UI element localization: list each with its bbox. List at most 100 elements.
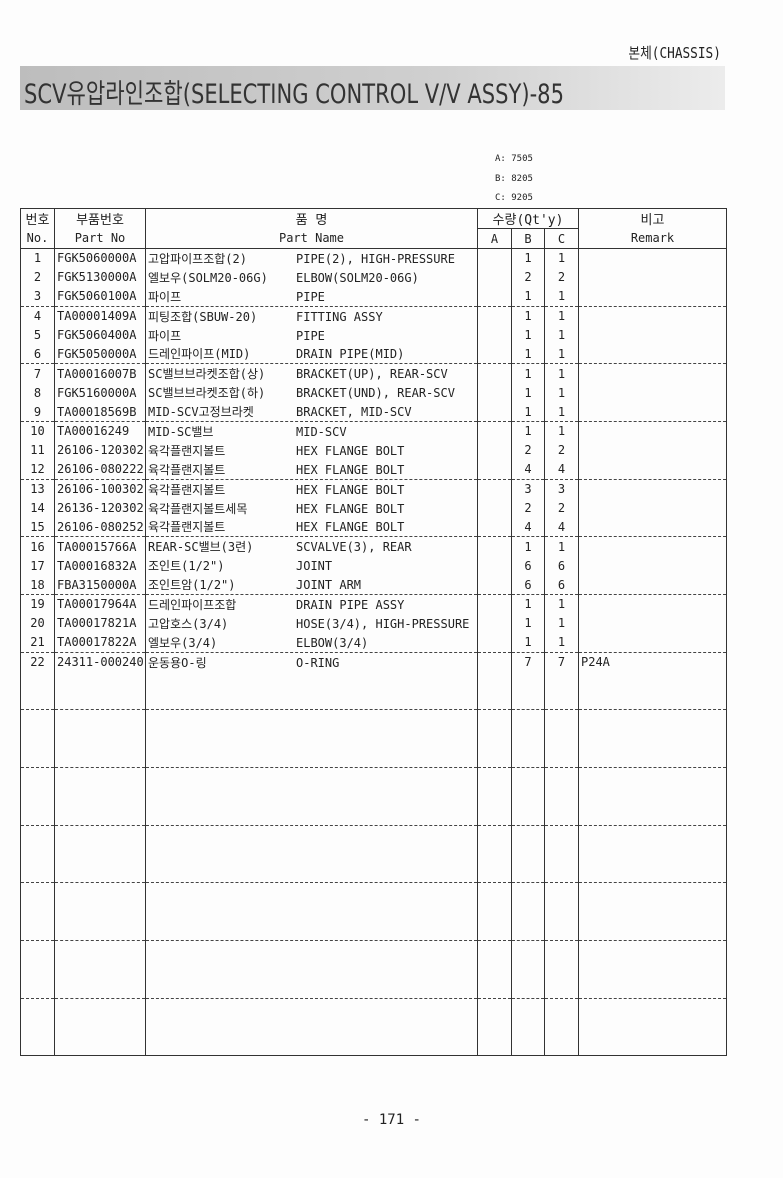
qty-c: 1: [544, 594, 579, 614]
qty-a: [477, 613, 512, 633]
part-name: 육각플랜지볼트 HEX FLANGE BOLT: [145, 479, 478, 499]
table-row: 10 TA00016249 MID-SC밸브 MID-SCV 1 1: [20, 421, 727, 441]
part-number: [54, 863, 146, 884]
part-number: [54, 959, 146, 979]
qty-a: [477, 767, 512, 787]
part-name: 피팅조합(SBUW-20) FITTING ASSY: [145, 306, 478, 326]
table-row: [20, 940, 727, 960]
row-number: 20: [20, 613, 55, 633]
part-name-en: HEX FLANGE BOLT: [296, 520, 405, 535]
qty-b: [511, 767, 545, 787]
header-remark-en: Remark: [578, 228, 727, 249]
table-row: 17 TA00016832A 조인트(1/2") JOINT 6 6: [20, 556, 727, 576]
qty-a: [477, 267, 512, 287]
part-name-en: DRAIN PIPE(MID): [296, 347, 405, 362]
part-number: [54, 729, 146, 749]
table-row: [20, 882, 727, 903]
part-number: [54, 844, 146, 864]
header-no-en: No.: [20, 228, 55, 249]
part-name: SC밸브브라켓조합(상) BRACKET(UP), REAR-SCV: [145, 363, 478, 384]
part-number: [54, 998, 146, 1018]
remark: [578, 690, 727, 711]
row-number: 7: [20, 363, 55, 384]
part-name-en: PIPE: [296, 289, 325, 304]
part-number: TA00017822A: [54, 632, 146, 653]
qty-a: [477, 556, 512, 576]
qty-a: [477, 844, 512, 864]
part-name-ko: 조인트암(1/2"): [148, 578, 236, 593]
table-row: [20, 729, 727, 749]
row-number: [20, 767, 55, 787]
qty-b: [511, 709, 545, 730]
table-row: [20, 998, 727, 1018]
part-number: FGK5130000A: [54, 267, 146, 287]
qty-b: [511, 998, 545, 1018]
qty-b: 1: [511, 286, 545, 307]
header-b: B: [511, 228, 545, 249]
header-c: C: [544, 228, 579, 249]
part-name: [145, 844, 478, 864]
row-number: [20, 959, 55, 979]
remark: [578, 594, 727, 614]
qty-b: 1: [511, 363, 545, 384]
qty-a: [477, 402, 512, 423]
part-number: 26106-100302: [54, 479, 146, 499]
remark: [578, 671, 727, 691]
part-name: 엘보우(SOLM20-06G) ELBOW(SOLM20-06G): [145, 267, 478, 287]
remark: [578, 882, 727, 903]
row-number: [20, 825, 55, 845]
remark: [578, 632, 727, 653]
row-number: 10: [20, 421, 55, 441]
row-number: [20, 690, 55, 711]
qty-c: [544, 1017, 579, 1037]
qty-b: [511, 786, 545, 806]
table-row: 20 TA00017821A 고압호스(3/4) HOSE(3/4), HIGH-PR…: [20, 613, 727, 633]
part-number: TA00016249: [54, 421, 146, 441]
qty-c: 1: [544, 306, 579, 326]
qty-c: [544, 998, 579, 1018]
table-row: [20, 1036, 727, 1057]
part-name-ko: 조인트(1/2"): [148, 559, 225, 574]
qty-b: [511, 882, 545, 903]
part-name-ko: 엘보우(SOLM20-06G): [148, 270, 268, 285]
part-name: 파이프 PIPE: [145, 286, 478, 307]
part-name: REAR-SC밸브(3련) SCVALVE(3), REAR: [145, 536, 478, 557]
part-name: [145, 978, 478, 999]
qty-a: [477, 325, 512, 345]
part-name-en: BRACKET, MID-SCV: [296, 405, 412, 420]
part-number: FGK5160000A: [54, 383, 146, 403]
row-number: 12: [20, 459, 55, 480]
part-name: [145, 863, 478, 884]
remark: P24A: [578, 652, 727, 672]
remark: [578, 325, 727, 345]
row-number: [20, 786, 55, 806]
part-name-en: HOSE(3/4), HIGH-PRESSURE: [296, 616, 470, 631]
row-number: 8: [20, 383, 55, 403]
row-number: [20, 902, 55, 922]
qty-c: [544, 978, 579, 999]
qty-a: [477, 440, 512, 460]
remark: [578, 479, 727, 499]
part-number: [54, 825, 146, 845]
qty-a: [477, 863, 512, 884]
qty-b: [511, 825, 545, 845]
qty-c: 1: [544, 402, 579, 423]
part-number: [54, 671, 146, 691]
table-row: 22 24311-000240 운동용O-링 O-RING 7 7 P24A: [20, 652, 727, 672]
qty-c: [544, 805, 579, 826]
table-row: [20, 863, 727, 884]
table-row: [20, 786, 727, 806]
qty-b: [511, 959, 545, 979]
header-a: A: [477, 228, 512, 249]
qty-a: [477, 690, 512, 711]
part-name-ko: 파이프: [148, 289, 182, 304]
row-number: [20, 998, 55, 1018]
qty-c: [544, 825, 579, 845]
qty-c: [544, 786, 579, 806]
table-row: 21 TA00017822A 엘보우(3/4) ELBOW(3/4) 1 1: [20, 632, 727, 653]
part-name: [145, 767, 478, 787]
remark: [578, 517, 727, 538]
part-name: 조인트암(1/2") JOINT ARM: [145, 575, 478, 596]
part-name: [145, 748, 478, 769]
qty-b: 1: [511, 632, 545, 653]
